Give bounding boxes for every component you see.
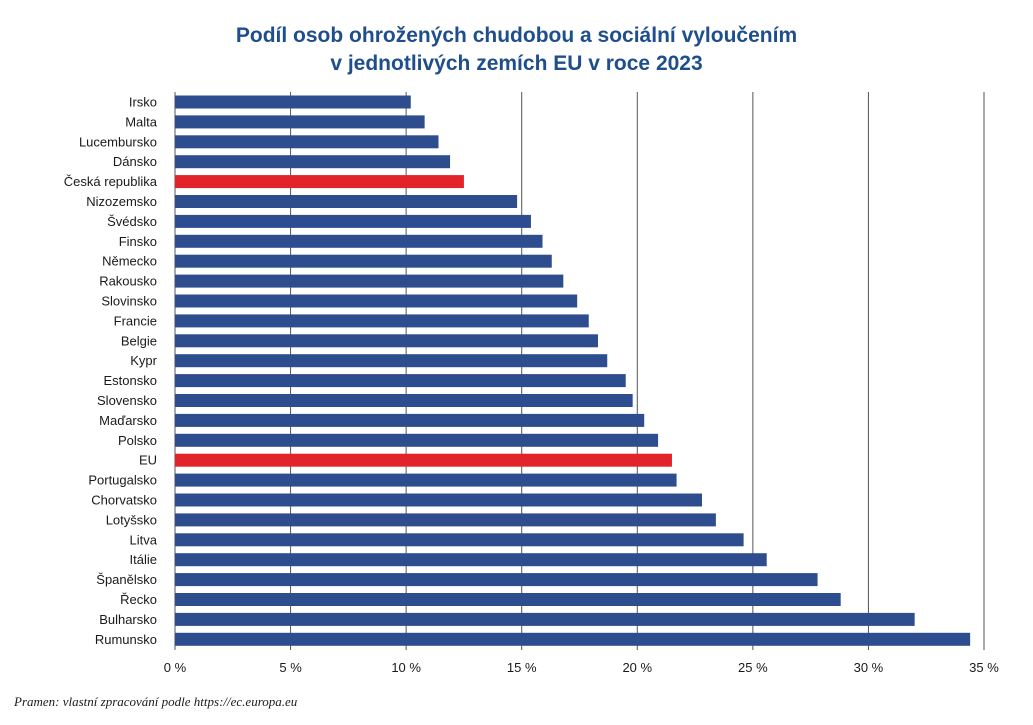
bar <box>175 612 915 626</box>
x-tick-label: 15 % <box>507 660 537 675</box>
category-label: Chorvatsko <box>91 493 157 508</box>
bar <box>175 553 767 567</box>
chart-title: Podíl osob ohrožených chudobou a sociáln… <box>0 22 1033 78</box>
category-label: Rumunsko <box>95 632 157 647</box>
category-label: EU <box>139 453 157 468</box>
category-label: Německo <box>102 254 157 269</box>
bar <box>175 175 464 189</box>
bar <box>175 274 564 288</box>
x-tick-label: 0 % <box>164 660 187 675</box>
bar <box>175 433 659 447</box>
bar <box>175 214 531 228</box>
category-label: Řecko <box>120 592 157 607</box>
category-label: Lucembursko <box>79 134 157 149</box>
category-label: Irsko <box>129 95 157 110</box>
bar <box>175 314 589 328</box>
bar <box>175 453 672 467</box>
category-labels: Irsko Malta Lucembursko Dánsko Česká republi… <box>64 95 158 647</box>
category-label: Nizozemsko <box>86 194 157 209</box>
category-label: Lotyšsko <box>106 512 157 527</box>
category-label: Kypr <box>130 353 157 368</box>
chart-title-line-1: Podíl osob ohrožených chudobou a sociáln… <box>235 24 798 47</box>
category-label: Malta <box>125 114 158 129</box>
bar <box>175 513 716 527</box>
bar <box>175 533 744 547</box>
x-tick-labels: 0 % 5 % 10 % 15 % 20 % 25 % 30 % 35 % <box>164 660 999 675</box>
category-label: Česká republika <box>64 174 158 189</box>
bar-chart: Irsko Malta Lucembursko Dánsko Česká republi… <box>64 92 999 675</box>
category-label: Itálie <box>130 552 157 567</box>
category-label: Bulharsko <box>99 612 157 627</box>
bar <box>175 632 971 646</box>
x-tick-label: 25 % <box>738 660 768 675</box>
bar <box>175 234 543 248</box>
bar <box>175 413 645 427</box>
bar <box>175 115 425 129</box>
category-label: Španělsko <box>96 572 157 587</box>
bar <box>175 493 703 507</box>
bar <box>175 254 552 268</box>
category-label: Švédsko <box>107 214 157 229</box>
category-label: Francie <box>114 313 157 328</box>
x-tick-label: 30 % <box>854 660 884 675</box>
bar <box>175 294 578 308</box>
x-tick-label: 35 % <box>969 660 999 675</box>
category-label: Dánsko <box>113 154 157 169</box>
bar <box>175 95 411 109</box>
bar <box>175 155 451 169</box>
bars <box>175 95 971 646</box>
bar <box>175 593 841 606</box>
chart-title-line-2: v jednotlivých zemích EU v roce 2023 <box>330 52 703 75</box>
category-label: Rakousko <box>99 274 157 289</box>
x-tick-label: 5 % <box>279 660 302 675</box>
bar <box>175 473 677 487</box>
category-label: Estonsko <box>104 373 157 388</box>
bar <box>175 334 598 348</box>
bar <box>175 195 518 208</box>
source-note: Pramen: vlastní zpracování podle https:/… <box>14 694 298 709</box>
x-tick-label: 20 % <box>622 660 652 675</box>
bar <box>175 374 626 388</box>
bar <box>175 135 439 149</box>
bar <box>175 573 818 587</box>
bar <box>175 354 608 368</box>
category-label: Portugalsko <box>88 473 157 488</box>
category-label: Slovensko <box>97 393 157 408</box>
category-label: Maďarsko <box>99 413 157 428</box>
category-label: Finsko <box>119 234 157 249</box>
category-label: Slovinsko <box>101 294 157 309</box>
bar <box>175 394 633 407</box>
x-tick-label: 10 % <box>391 660 421 675</box>
category-label: Litva <box>130 532 158 547</box>
category-label: Belgie <box>121 333 157 348</box>
category-label: Polsko <box>118 433 157 448</box>
